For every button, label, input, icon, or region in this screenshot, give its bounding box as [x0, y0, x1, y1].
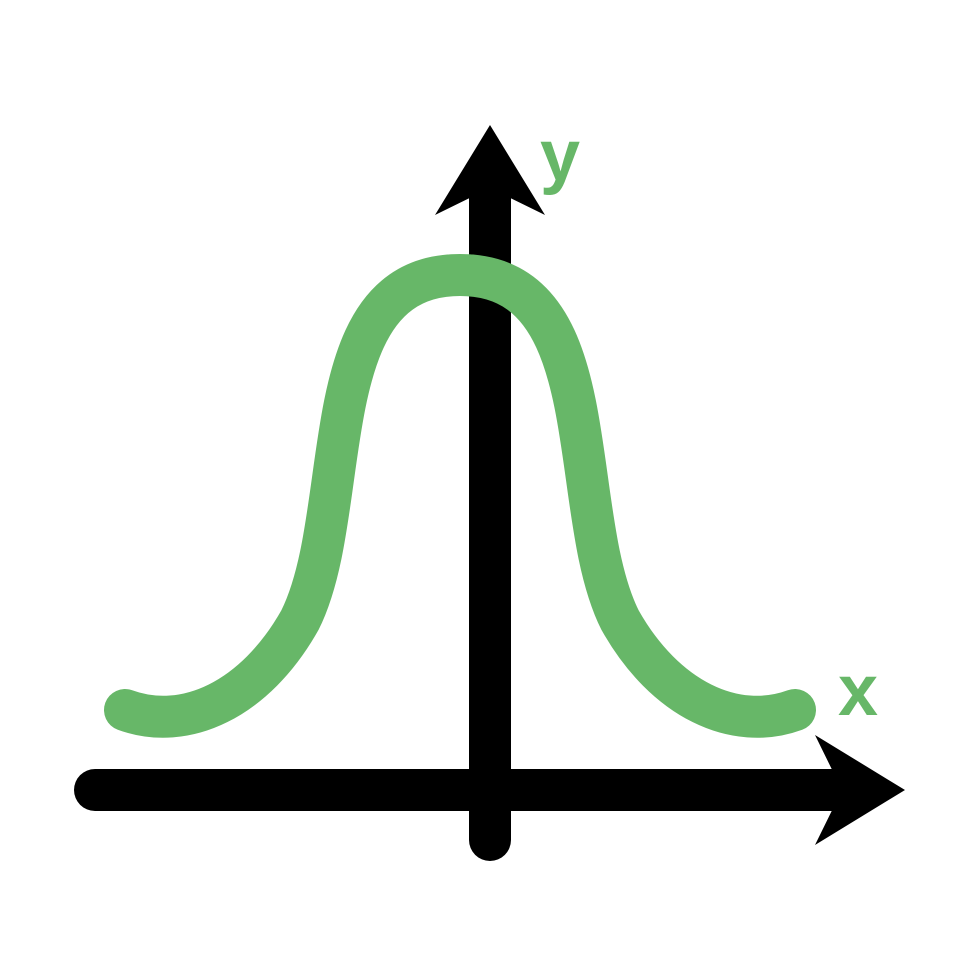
y-axis-label: y	[540, 115, 580, 197]
x-axis-label: x	[838, 650, 878, 732]
bell-curve-diagram: y x	[0, 0, 980, 980]
diagram-svg	[0, 0, 980, 980]
